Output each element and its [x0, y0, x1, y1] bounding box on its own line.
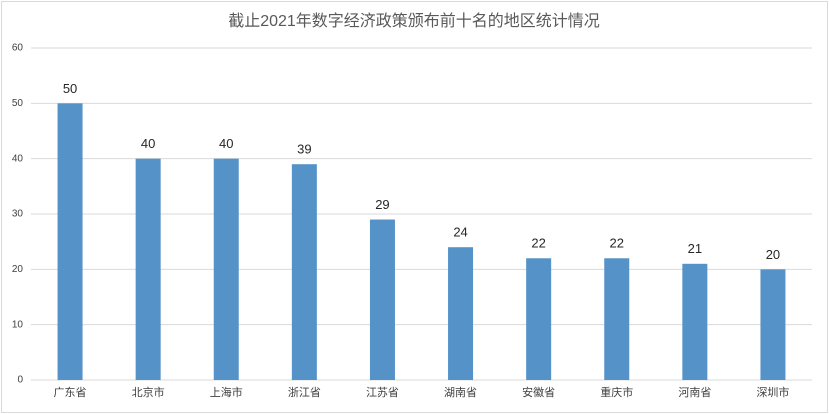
data-label: 40	[141, 136, 155, 151]
x-tick-label: 湖南省	[444, 386, 477, 399]
x-tick-label: 重庆市	[600, 385, 633, 399]
bar	[369, 219, 395, 380]
bar	[448, 247, 474, 380]
data-label: 22	[610, 236, 624, 251]
bar	[526, 258, 552, 380]
bar	[682, 263, 708, 380]
data-label: 40	[219, 136, 233, 151]
bar	[135, 158, 161, 380]
y-tick-label: 60	[12, 43, 24, 54]
x-tick-label: 北京市	[132, 385, 165, 399]
y-tick-label: 50	[12, 98, 24, 109]
data-label: 22	[531, 236, 545, 251]
bar	[760, 269, 786, 380]
x-tick-label: 广东省	[54, 386, 87, 399]
chart-title: 截止2021年数字经济政策颁布前十名的地区统计情况	[228, 12, 600, 30]
x-tick-label: 浙江省	[288, 386, 321, 399]
y-tick-label: 30	[12, 209, 24, 220]
data-label: 39	[297, 142, 311, 157]
bar	[291, 164, 317, 380]
x-tick-label: 深圳市	[756, 385, 789, 399]
bar	[604, 258, 630, 380]
data-label: 20	[766, 247, 780, 262]
y-tick-label: 0	[17, 375, 23, 386]
data-label: 50	[63, 81, 77, 96]
y-tick-label: 20	[12, 264, 24, 275]
data-label: 29	[375, 197, 389, 212]
x-tick-label: 河南省	[678, 386, 711, 399]
x-tick-label: 上海市	[210, 385, 243, 399]
x-tick-label: 江苏省	[366, 386, 399, 399]
y-tick-label: 40	[12, 153, 24, 164]
data-label: 24	[453, 225, 467, 240]
data-label: 21	[688, 241, 702, 256]
bar	[213, 158, 239, 380]
y-tick-label: 10	[12, 319, 24, 330]
bar	[57, 103, 83, 380]
x-tick-label: 安徽省	[522, 385, 555, 399]
